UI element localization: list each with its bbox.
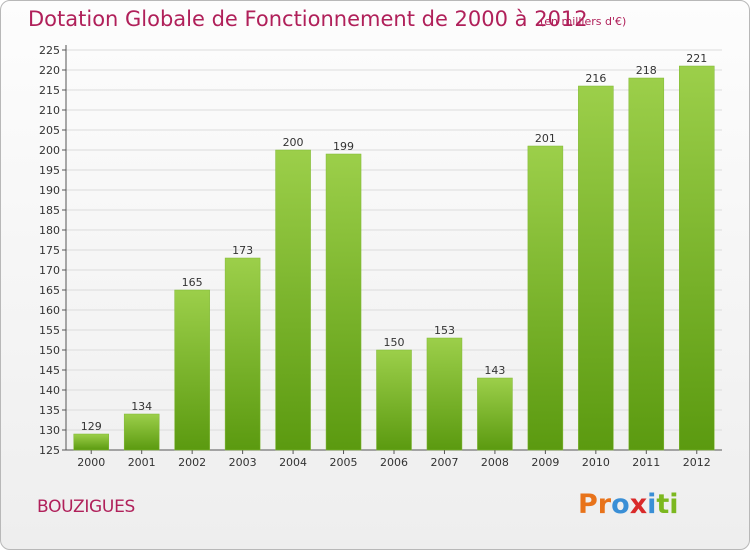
chart-title: Dotation Globale de Fonctionnement de 20… xyxy=(28,7,588,31)
y-tick-label: 150 xyxy=(39,344,60,357)
y-tick-label: 155 xyxy=(39,324,60,337)
y-tick-label: 160 xyxy=(39,304,60,317)
y-tick-label: 205 xyxy=(39,124,60,137)
bar xyxy=(73,433,109,451)
proxiti-logo[interactable]: Proxiti xyxy=(578,489,679,520)
y-tick-label: 140 xyxy=(39,384,60,397)
data-label: 165 xyxy=(182,276,203,289)
logo-letter: x xyxy=(629,489,648,520)
bar xyxy=(275,149,311,451)
logo-letter: P xyxy=(578,489,598,520)
bar xyxy=(628,77,665,451)
x-tick-label: 2002 xyxy=(178,456,206,469)
x-tick-label: 2012 xyxy=(683,456,711,469)
logo-letter: i xyxy=(647,489,657,520)
y-tick-label: 220 xyxy=(39,64,60,77)
bar xyxy=(679,65,715,451)
y-tick-label: 125 xyxy=(39,444,60,457)
logo-letter: t xyxy=(656,489,670,520)
bar xyxy=(123,413,160,451)
logo-letter: o xyxy=(611,489,630,520)
y-tick-label: 215 xyxy=(39,84,60,97)
bar xyxy=(224,257,261,451)
x-tick-label: 2006 xyxy=(380,456,408,469)
x-tick-label: 2004 xyxy=(279,456,307,469)
data-label: 153 xyxy=(434,324,455,337)
data-label: 218 xyxy=(636,64,657,77)
y-tick-label: 175 xyxy=(39,244,60,257)
x-tick-label: 2001 xyxy=(128,456,156,469)
bar xyxy=(477,377,513,451)
y-tick-label: 170 xyxy=(39,264,60,277)
y-tick-label: 185 xyxy=(39,204,60,217)
y-tick-label: 130 xyxy=(39,424,60,437)
y-tick-label: 190 xyxy=(39,184,60,197)
x-tick-label: 2003 xyxy=(229,456,257,469)
logo-letter: r xyxy=(597,489,612,520)
x-tick-label: 2008 xyxy=(481,456,509,469)
bar xyxy=(376,349,412,451)
labels: 129 2000 134 2001 165 2002 173 2003 200 2004 199 20… xyxy=(77,52,711,469)
data-label: 150 xyxy=(384,336,405,349)
y-tick-label: 225 xyxy=(39,44,60,57)
y-tick-label: 145 xyxy=(39,364,60,377)
y-tick-label: 195 xyxy=(39,164,60,177)
y-tick-label: 200 xyxy=(39,144,60,157)
data-label: 199 xyxy=(333,140,354,153)
x-tick-label: 2009 xyxy=(531,456,559,469)
y-tick-label: 210 xyxy=(39,104,60,117)
y-tick-label: 135 xyxy=(39,404,60,417)
y-tick-label: 180 xyxy=(39,224,60,237)
commune-name: BOUZIGUES xyxy=(37,497,135,517)
bar xyxy=(426,337,463,451)
data-label: 221 xyxy=(686,52,707,65)
x-tick-label: 2007 xyxy=(430,456,458,469)
data-label: 173 xyxy=(232,244,253,257)
x-tick-label: 2011 xyxy=(632,456,660,469)
data-label: 216 xyxy=(585,72,606,85)
chart-subtitle: (en milliers d'€) xyxy=(540,15,627,28)
data-label: 201 xyxy=(535,132,556,145)
data-label: 200 xyxy=(283,136,304,149)
data-label: 134 xyxy=(131,400,152,413)
bars xyxy=(73,65,715,451)
data-label: 143 xyxy=(484,364,505,377)
x-tick-label: 2005 xyxy=(330,456,358,469)
data-label: 129 xyxy=(81,420,102,433)
y-tick-label: 165 xyxy=(39,284,60,297)
logo-letter: i xyxy=(669,489,679,520)
x-tick-label: 2010 xyxy=(582,456,610,469)
bar xyxy=(325,153,362,451)
x-tick-label: 2000 xyxy=(77,456,105,469)
bar xyxy=(527,145,564,451)
bar xyxy=(578,85,614,451)
bar xyxy=(174,289,210,451)
